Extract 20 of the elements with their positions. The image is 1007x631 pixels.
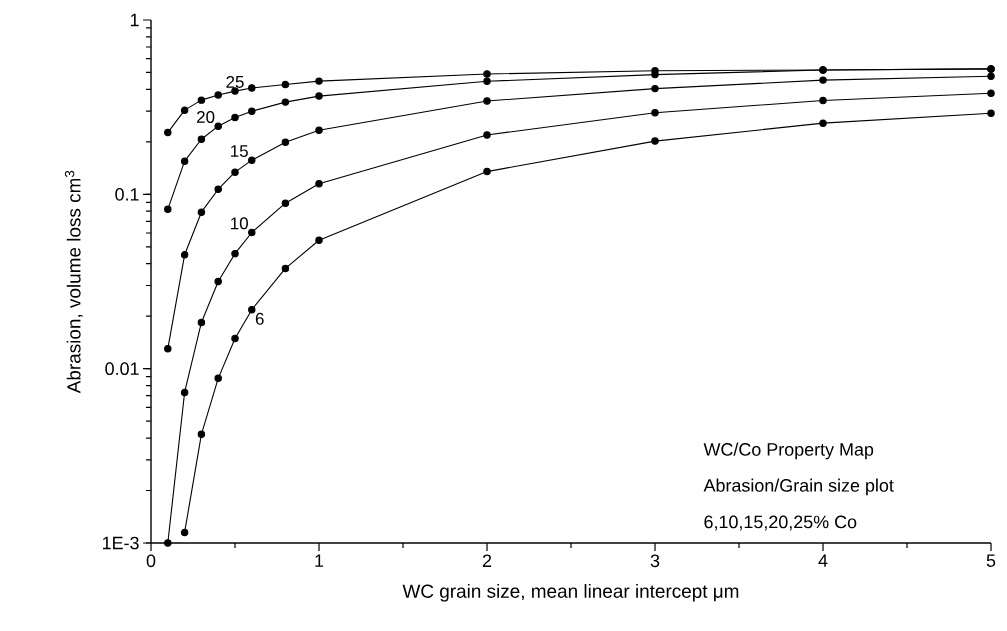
x-axis-title: WC grain size, mean linear intercept μm [402, 583, 739, 602]
y-tick-label: 1 [130, 13, 139, 27]
x-tick-label: 5 [986, 554, 996, 567]
series-label: 25 [226, 75, 244, 88]
x-tick-label: 2 [482, 554, 492, 567]
series-label: 20 [197, 110, 215, 123]
y-axis-title: Abrasion, volume loss cm$^{3}$ [64, 170, 83, 394]
x-tick-label: 3 [650, 554, 660, 568]
annotation: Abrasion/Grain size plot [703, 478, 894, 496]
annotation: 6,10,15,20,25% Co [704, 515, 857, 531]
x-tick-label: 0 [146, 554, 156, 568]
y-tick-label: 0.1 [115, 187, 139, 201]
x-tick-label: 4 [818, 554, 828, 567]
y-tick-label: 0.01 [105, 362, 139, 375]
y-tick-label: 1E-3 [103, 536, 139, 550]
series-label: 15 [231, 145, 248, 157]
x-tick-label: 1 [315, 554, 324, 567]
annotation: WC/Co Property Map [703, 442, 874, 460]
series-label: 6 [255, 312, 264, 325]
series-label: 10 [231, 217, 248, 230]
